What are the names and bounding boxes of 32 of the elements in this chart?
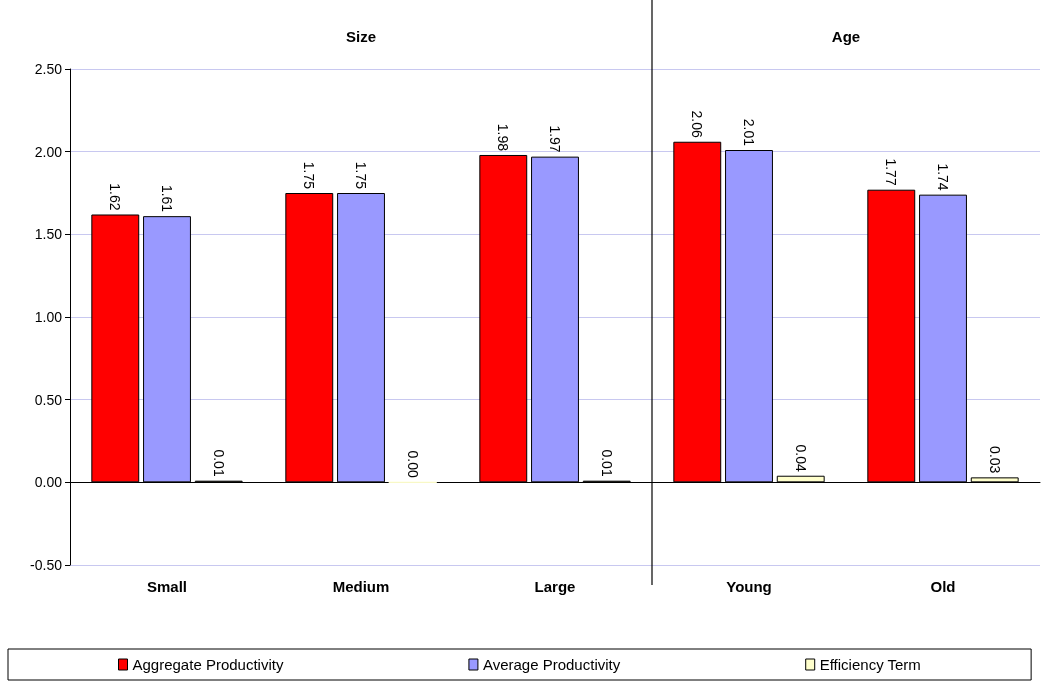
legend-label: Efficiency Term (819, 656, 921, 673)
y-tick-label: 0.00 (34, 474, 63, 491)
data-label: 2.06 (689, 110, 706, 138)
x-tick-label: Old (930, 578, 956, 595)
y-tick-label: 2.50 (34, 61, 63, 77)
data-label: 1.62 (107, 183, 124, 211)
data-label: 2.01 (741, 118, 757, 147)
x-tick-label: Young (726, 578, 772, 595)
data-label: 0.04 (792, 444, 809, 472)
data-label: 1.75 (353, 161, 369, 190)
data-label: 1.74 (935, 163, 951, 191)
data-label: 1.77 (883, 158, 900, 186)
y-tick-label: 1.50 (34, 226, 63, 243)
y-tick-label: -0.50 (30, 557, 63, 573)
data-label: 0.00 (404, 450, 421, 479)
data-label: 0.01 (598, 449, 615, 477)
data-label: 0.01 (210, 449, 227, 477)
y-tick-label: 0.50 (34, 391, 63, 408)
data-label: 0.03 (986, 446, 1003, 474)
text: Size (345, 27, 377, 45)
legend-label: Aggregate Productivity (132, 656, 284, 673)
data-label: 1.98 (495, 123, 512, 152)
text: Age (831, 27, 861, 45)
legend-label: Average Productivity (482, 656, 621, 673)
data-label: 1.97 (547, 125, 563, 153)
x-tick-label: Medium (332, 578, 390, 595)
x-tick-label: Large (534, 578, 576, 595)
y-tick-label: 2.00 (34, 143, 63, 160)
y-tick-label: 1.00 (34, 309, 63, 325)
x-tick-label: Small (146, 578, 188, 595)
data-label: 1.75 (301, 161, 318, 190)
data-label: 1.61 (159, 184, 175, 213)
